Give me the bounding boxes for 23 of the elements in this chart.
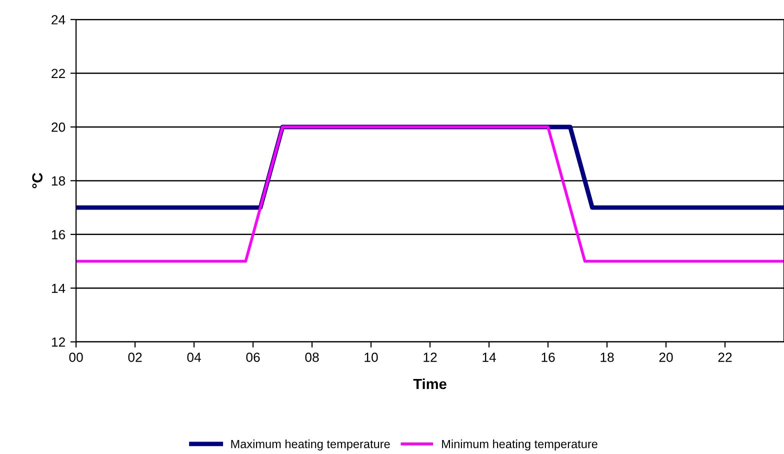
y-axis-title: °C: [32, 172, 43, 188]
y-tick-label: 16: [52, 230, 66, 240]
x-tick-label: 18: [600, 352, 614, 362]
x-tick-label: 08: [305, 352, 319, 362]
x-tick-label: 02: [128, 352, 142, 362]
y-tick-label: 18: [52, 176, 66, 186]
y-tick-label: 20: [52, 122, 66, 132]
x-tick-label: 04: [187, 352, 201, 362]
y-tick-label: 12: [52, 337, 65, 347]
x-tick-label: 22: [718, 352, 732, 362]
x-tick-label: 14: [482, 352, 496, 362]
x-tick-label: 16: [542, 352, 555, 362]
y-tick-label: 24: [52, 15, 66, 24]
x-tick-label: 20: [659, 352, 673, 362]
x-tick-label: 00: [69, 352, 83, 362]
x-tick-label: 12: [424, 352, 437, 362]
legend-label: Maximum heating temperature: [231, 440, 390, 451]
x-tick-label: 06: [246, 352, 260, 362]
x-tick-label: 10: [364, 352, 378, 362]
legend-label: Minimum heating temperature: [442, 440, 598, 451]
y-tick-label: 22: [52, 68, 65, 78]
y-tick-label: 14: [52, 284, 66, 293]
x-axis-title: Time: [413, 378, 446, 390]
